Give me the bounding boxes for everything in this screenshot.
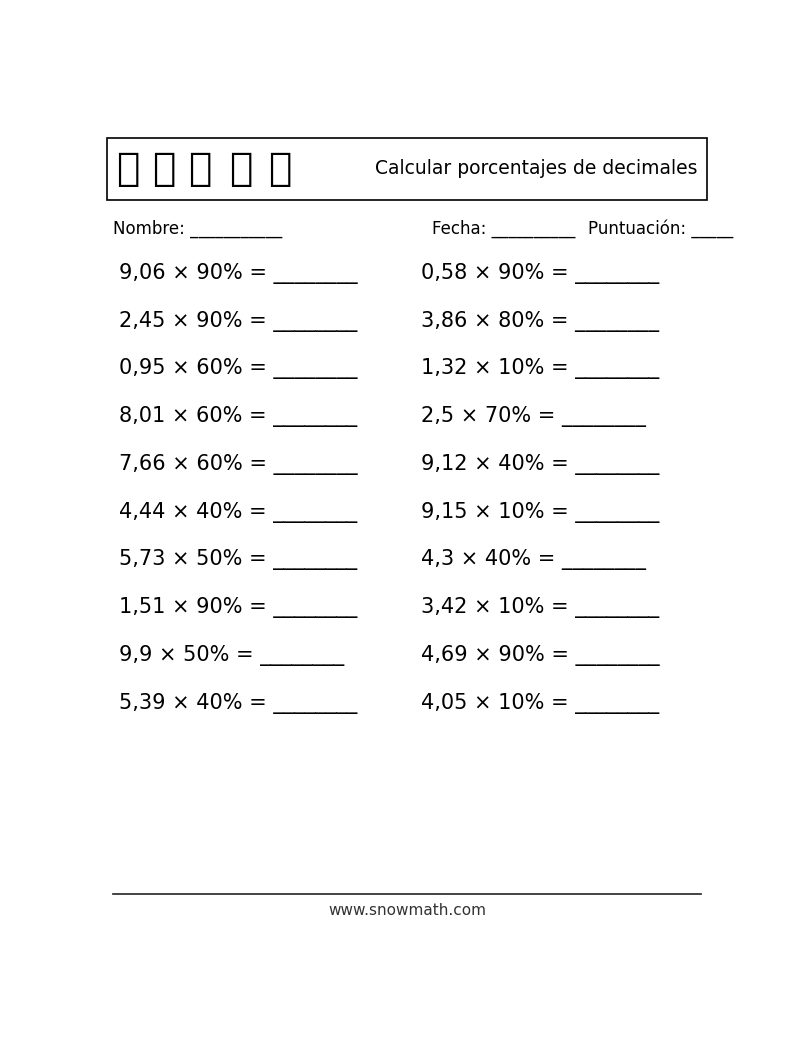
Text: 5,73 × 50% = ________: 5,73 × 50% = ________ [118, 550, 357, 571]
Text: 4,69 × 90% = ________: 4,69 × 90% = ________ [421, 644, 660, 665]
Text: 7,66 × 60% = ________: 7,66 × 60% = ________ [118, 454, 357, 475]
Text: 2,45 × 90% = ________: 2,45 × 90% = ________ [118, 311, 357, 332]
Text: Fecha: __________: Fecha: __________ [433, 220, 576, 238]
Text: 1,51 × 90% = ________: 1,51 × 90% = ________ [118, 597, 357, 618]
Text: 🧪: 🧪 [152, 150, 175, 187]
Text: 🕷: 🕷 [229, 150, 252, 187]
Text: 3,86 × 80% = ________: 3,86 × 80% = ________ [421, 311, 659, 332]
Text: 8,01 × 60% = ________: 8,01 × 60% = ________ [118, 406, 357, 428]
Text: 9,12 × 40% = ________: 9,12 × 40% = ________ [421, 454, 659, 475]
FancyBboxPatch shape [107, 138, 707, 199]
Text: 🎃: 🎃 [268, 150, 291, 187]
Text: 3,42 × 10% = ________: 3,42 × 10% = ________ [421, 597, 659, 618]
Text: 9,15 × 10% = ________: 9,15 × 10% = ________ [421, 501, 659, 522]
Text: 4,05 × 10% = ________: 4,05 × 10% = ________ [421, 693, 659, 714]
Text: 4,3 × 40% = ________: 4,3 × 40% = ________ [421, 550, 646, 571]
Text: 🦇: 🦇 [188, 150, 212, 187]
Text: 9,9 × 50% = ________: 9,9 × 50% = ________ [118, 644, 344, 665]
Text: 9,06 × 90% = ________: 9,06 × 90% = ________ [118, 263, 357, 284]
Text: 1,32 × 10% = ________: 1,32 × 10% = ________ [421, 358, 659, 379]
Text: Puntuación: _____: Puntuación: _____ [588, 219, 733, 238]
Text: Nombre: ___________: Nombre: ___________ [114, 220, 283, 238]
Text: 0,58 × 90% = ________: 0,58 × 90% = ________ [421, 263, 659, 284]
Text: 0,95 × 60% = ________: 0,95 × 60% = ________ [118, 358, 357, 379]
Text: 🧹: 🧹 [116, 150, 140, 187]
Text: Calcular porcentajes de decimales: Calcular porcentajes de decimales [375, 159, 698, 178]
Text: www.snowmath.com: www.snowmath.com [328, 903, 486, 918]
Text: 5,39 × 40% = ________: 5,39 × 40% = ________ [118, 693, 357, 714]
Text: 4,44 × 40% = ________: 4,44 × 40% = ________ [118, 501, 357, 522]
Text: 2,5 × 70% = ________: 2,5 × 70% = ________ [421, 406, 646, 428]
